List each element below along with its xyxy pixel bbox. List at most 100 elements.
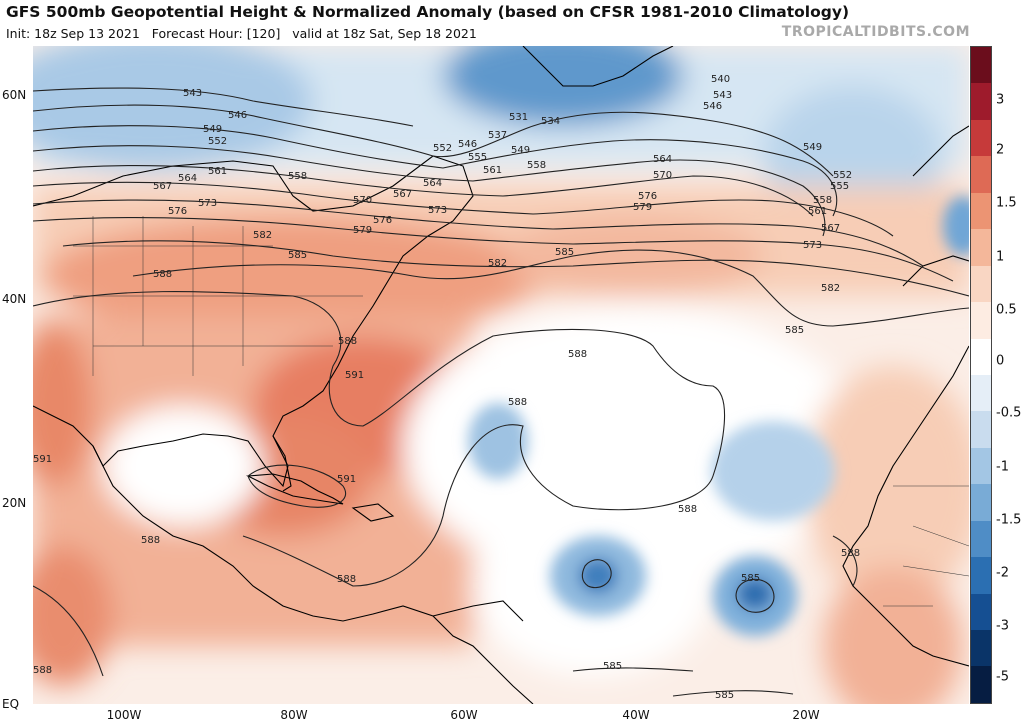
contour-label: 585 (603, 661, 622, 672)
contour-label: 558 (527, 160, 546, 171)
contour-label: 588 (153, 269, 172, 280)
colorbar-tick-label: 1 (996, 249, 1005, 265)
contour-label: 543 (183, 88, 202, 99)
contour-label: 537 (488, 130, 507, 141)
contour-label: 552 (833, 170, 852, 181)
colorbar-tick-label: -2 (996, 565, 1009, 581)
contour-label: 558 (288, 171, 307, 182)
colorbar-segment (971, 374, 991, 412)
contour-label: 588 (508, 397, 527, 408)
contour-label: 585 (741, 573, 760, 584)
lat-label-60n: 60N (2, 88, 27, 102)
contour-label: 585 (288, 250, 307, 261)
contour-label: 591 (33, 454, 52, 465)
contour-label: 570 (653, 170, 672, 181)
contour-label: 576 (638, 191, 657, 202)
colorbar-segment (971, 302, 991, 339)
colorbar-segment (971, 338, 991, 375)
contour-label: 585 (785, 325, 804, 336)
contour-label: 582 (253, 230, 272, 241)
contour-label: 573 (803, 240, 822, 251)
contour-label: 564 (653, 154, 672, 165)
forecast-hour: Forecast Hour: [120] (151, 26, 281, 41)
contour-label: 579 (353, 225, 372, 236)
contour-label: 555 (468, 152, 487, 163)
colorbar-segment (971, 83, 991, 120)
colorbar-tick-label: -0.5 (996, 405, 1022, 421)
contour-label: 588 (33, 665, 52, 676)
contour-label: 576 (168, 206, 187, 217)
colorbar-tick-label: 3 (996, 92, 1005, 108)
contour-label: 579 (633, 202, 652, 213)
colorbar-segment (971, 520, 991, 558)
contour-label: 588 (337, 574, 356, 585)
anomaly-map: 5435465495525645615675735765585705675645… (33, 46, 969, 704)
colorbar-segment (971, 192, 991, 230)
colorbar-tick-label: -5 (996, 669, 1009, 685)
contour-label: 558 (813, 195, 832, 206)
colorbar-segment (971, 593, 991, 630)
chart-title: GFS 500mb Geopotential Height & Normaliz… (6, 3, 850, 21)
contour-label: 534 (541, 116, 560, 127)
contour-label: 561 (808, 206, 827, 217)
contour-labels: 5435465495525645615675735765585705675645… (33, 74, 860, 701)
contour-label: 564 (423, 178, 442, 189)
site-watermark: TROPICALTIDBITS.COM (781, 24, 970, 40)
colorbar (970, 46, 992, 704)
contour-label: 552 (208, 136, 227, 147)
contour-label: 591 (345, 370, 364, 381)
contour-label: 582 (488, 258, 507, 269)
map-panel: 543 546 549 552 564 561 567 573 576 558 570 567 564 5… (33, 46, 969, 704)
colorbar-tick-label: 2 (996, 142, 1005, 158)
contour-label: 564 (178, 173, 197, 184)
contour-label: 546 (458, 139, 477, 150)
colorbar-segment (971, 156, 991, 193)
contour-label: 549 (803, 142, 822, 153)
lon-label-20w: 20W (792, 708, 820, 722)
colorbar-tick-label: -3 (996, 618, 1009, 634)
lat-label-eq: EQ (2, 697, 20, 711)
contour-label: 576 (373, 215, 392, 226)
colorbar-segment (971, 484, 991, 521)
contour-label: 561 (483, 165, 502, 176)
contour-label: 573 (428, 205, 447, 216)
contour-label: 546 (703, 101, 722, 112)
contour-label: 567 (153, 181, 172, 192)
contour-label: 531 (509, 112, 528, 123)
lon-label-80w: 80W (280, 708, 308, 722)
lat-label-40n: 40N (2, 292, 27, 306)
contour-label: 543 (713, 90, 732, 101)
colorbar-segment (971, 630, 991, 667)
contour-label: 549 (203, 124, 222, 135)
contour-label: 552 (433, 143, 452, 154)
valid-time: valid at 18z Sat, Sep 18 2021 (292, 26, 477, 41)
chart-subtitle: Init: 18z Sep 13 2021 Forecast Hour: [12… (6, 26, 477, 41)
colorbar-tick-label: 0 (996, 353, 1005, 369)
contour-label: 570 (353, 195, 372, 206)
contour-label: 561 (208, 166, 227, 177)
colorbar-tick-label: -1.5 (996, 512, 1022, 528)
colorbar-segment (971, 666, 991, 703)
colorbar-tick-label: 1.5 (996, 195, 1017, 211)
colorbar-segment (971, 557, 991, 594)
lon-label-100w: 100W (106, 708, 142, 722)
contour-label: 588 (141, 535, 160, 546)
contour-label: 549 (511, 145, 530, 156)
init-time: Init: 18z Sep 13 2021 (6, 26, 140, 41)
contour-label: 588 (338, 336, 357, 347)
colorbar-segment (971, 265, 991, 303)
contour-label: 582 (821, 283, 840, 294)
colorbar-tick-label: 0.5 (996, 302, 1017, 318)
contour-label: 573 (198, 198, 217, 209)
colorbar-segment (971, 447, 991, 485)
colorbar-segment (971, 47, 991, 84)
lon-label-60w: 60W (450, 708, 478, 722)
contour-label: 567 (393, 189, 412, 200)
contour-label: 546 (228, 110, 247, 121)
contour-label: 591 (337, 474, 356, 485)
colorbar-segment (971, 411, 991, 448)
contour-label: 567 (821, 223, 840, 234)
contour-label: 585 (715, 690, 734, 701)
contour-label: 555 (830, 181, 849, 192)
lat-label-20n: 20N (2, 496, 27, 510)
